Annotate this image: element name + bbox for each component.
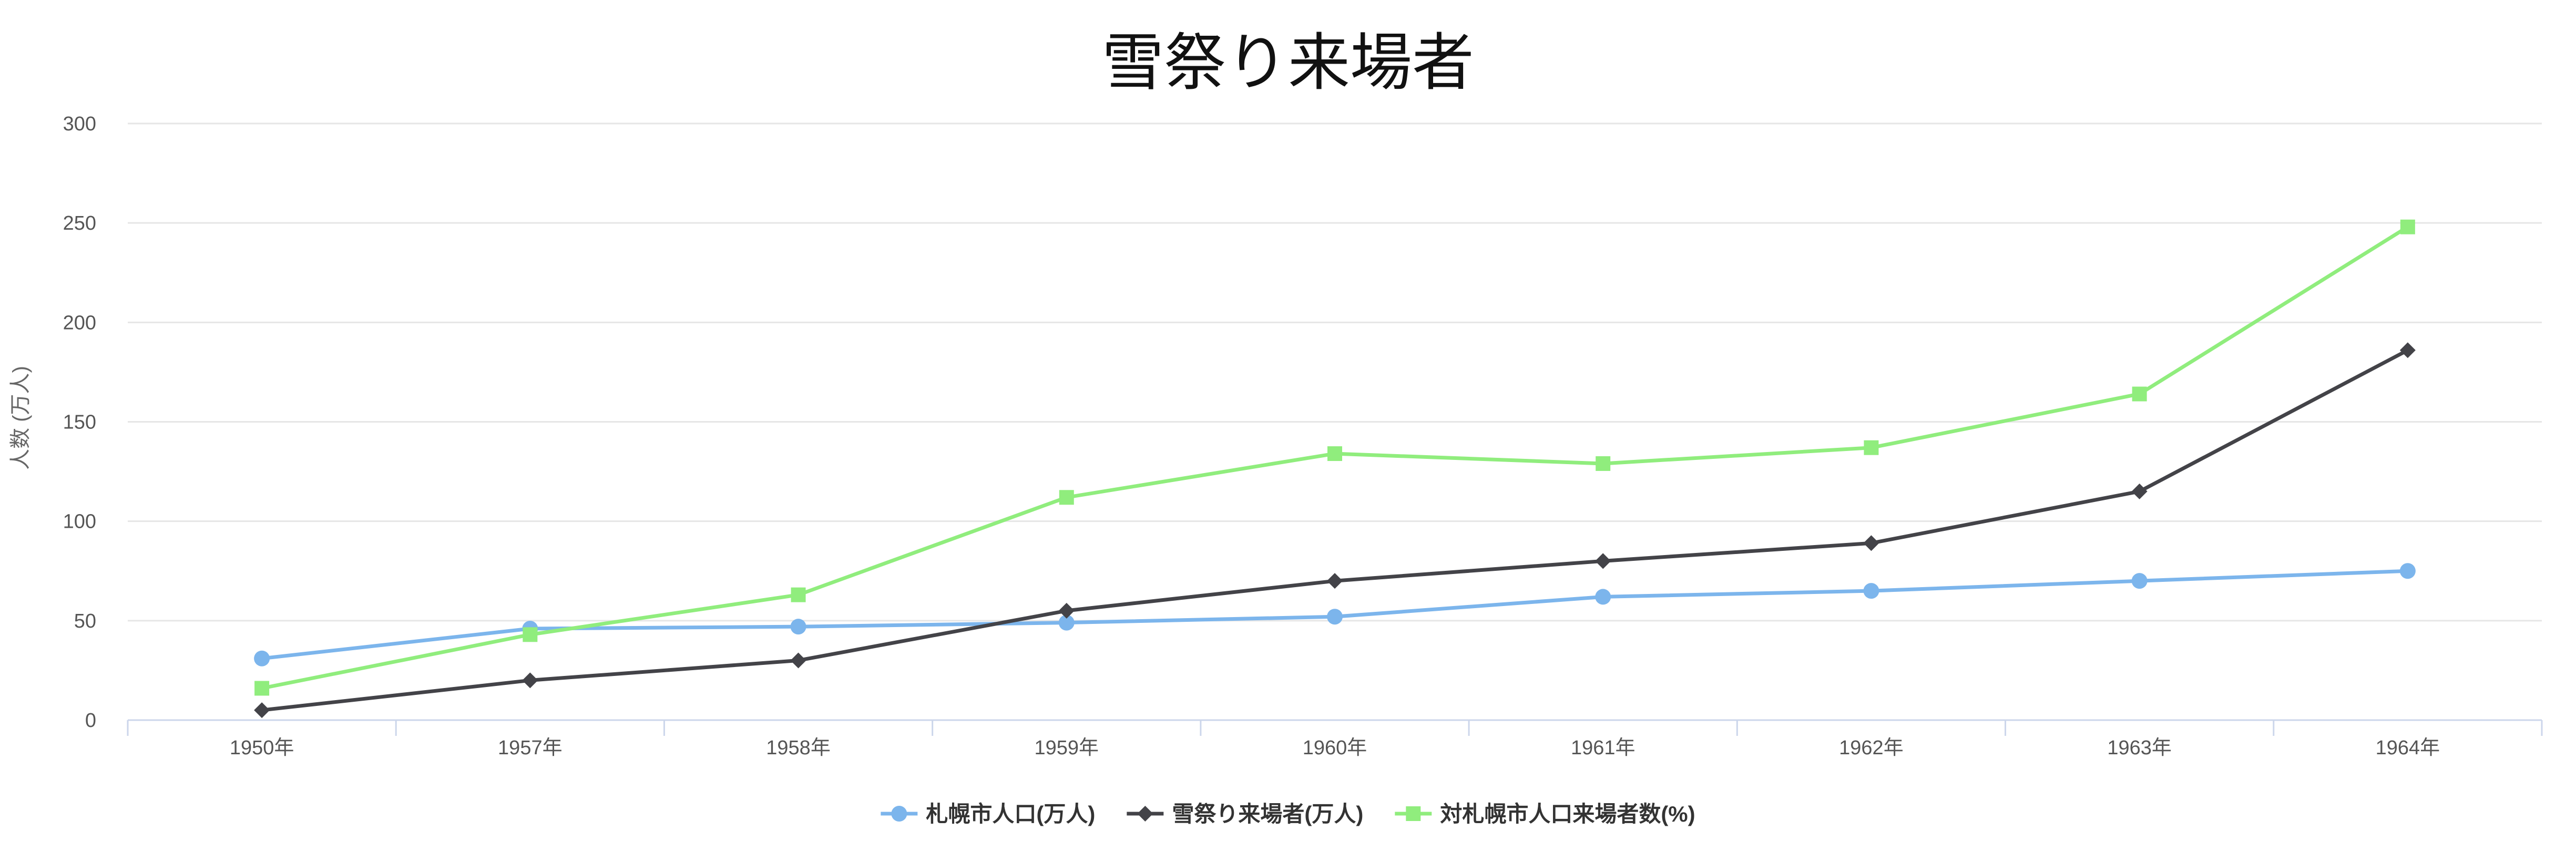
data-point-marker[interactable] (2400, 219, 2415, 234)
x-axis: 1950年 1957年 1958年 1959年 1960年 1961年 1962年 1963年… (127, 719, 2543, 759)
data-point-marker[interactable] (1327, 609, 1343, 625)
data-point-marker[interactable] (1058, 614, 1075, 631)
x-tick-label: 1960年 (1303, 737, 1367, 759)
legend-label: 対札幌市人口来場者数(%) (1440, 802, 1695, 826)
y-tick-label: 200 (63, 312, 96, 334)
data-point-marker[interactable] (2399, 342, 2416, 358)
data-point-marker[interactable] (791, 587, 806, 602)
x-tick-label: 1964年 (2376, 737, 2440, 759)
y-tick-label: 0 (85, 710, 96, 732)
x-tick-label: 1959年 (1035, 737, 1099, 759)
data-point-marker[interactable] (790, 619, 806, 635)
x-tick-label: 1958年 (766, 737, 831, 759)
data-point-marker[interactable] (254, 702, 270, 719)
series-1 (254, 563, 2416, 666)
y-tick-label: 300 (63, 113, 96, 135)
data-point-marker[interactable] (1595, 589, 1611, 605)
data-point-marker[interactable] (523, 627, 538, 642)
legend-item[interactable]: 対札幌市人口来場者数(%) (1395, 802, 1695, 826)
y-axis-label: 人数 (万人) (9, 366, 32, 470)
data-point-marker[interactable] (522, 672, 538, 689)
series-2 (254, 342, 2416, 719)
data-point-marker[interactable] (1059, 490, 1074, 505)
legend-swatch-marker[interactable] (1137, 806, 1153, 822)
legend-label: 札幌市人口(万人) (926, 802, 1095, 826)
data-point-marker[interactable] (1327, 446, 1342, 461)
x-tick-label: 1961年 (1571, 737, 1635, 759)
legend-swatch-marker[interactable] (891, 806, 907, 822)
data-point-marker[interactable] (254, 681, 270, 696)
x-tick-label: 1963年 (2107, 737, 2172, 759)
y-tick-label: 150 (63, 412, 96, 434)
chart-title: 雪祭り来場者 (1102, 26, 1474, 99)
data-point-marker[interactable] (2132, 386, 2147, 402)
data-point-marker[interactable] (1863, 583, 1879, 599)
y-tick-label: 50 (74, 610, 96, 632)
data-point-marker[interactable] (790, 652, 806, 669)
data-point-marker[interactable] (2131, 483, 2148, 499)
legend-swatch-marker[interactable] (1406, 806, 1421, 821)
y-tick-label: 100 (63, 511, 96, 533)
data-point-marker[interactable] (1595, 553, 1611, 569)
legend-item[interactable]: 雪祭り来場者(万人) (1127, 802, 1363, 826)
gridlines (128, 122, 2542, 622)
y-axis: 0 50 100 150 200 250 300 (63, 113, 96, 732)
legend-item[interactable]: 札幌市人口(万人) (881, 802, 1095, 826)
data-point-marker[interactable] (254, 650, 270, 666)
series-3 (254, 219, 2415, 696)
series-lines (254, 219, 2416, 719)
x-tick-label: 1962年 (1839, 737, 1904, 759)
legend-label: 雪祭り来場者(万人) (1172, 802, 1363, 826)
y-tick-label: 250 (63, 212, 96, 234)
data-point-marker[interactable] (1327, 573, 1343, 589)
x-tick-label: 1950年 (230, 737, 294, 759)
data-point-marker[interactable] (2399, 563, 2416, 579)
data-point-marker[interactable] (1864, 440, 1879, 455)
data-point-marker[interactable] (1058, 602, 1075, 619)
data-point-marker[interactable] (1863, 535, 1879, 551)
data-point-marker[interactable] (2131, 573, 2148, 589)
data-point-marker[interactable] (1596, 456, 1611, 471)
x-tick-label: 1957年 (498, 737, 563, 759)
legend[interactable]: 札幌市人口(万人) 雪祭り来場者(万人) 対札幌市人口来場者数(%) (881, 802, 1695, 826)
